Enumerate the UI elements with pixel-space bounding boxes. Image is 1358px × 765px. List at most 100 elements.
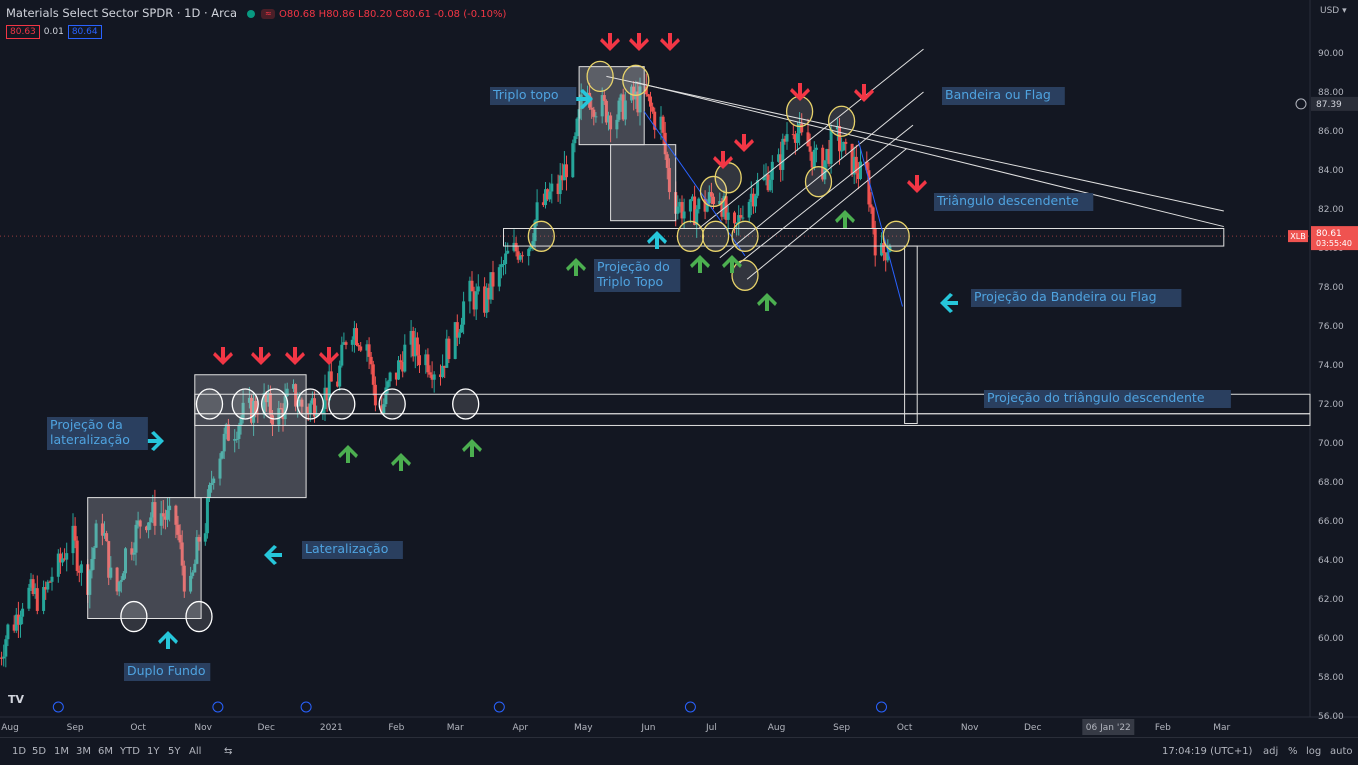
candle-body <box>607 115 610 123</box>
candle-body <box>399 360 403 362</box>
candle-body <box>573 136 577 144</box>
candle-body <box>829 129 833 164</box>
candle-body <box>751 193 755 207</box>
candle-body <box>208 484 211 498</box>
x-tick-label: Jul <box>705 723 717 733</box>
tf-5y[interactable]: 5Y <box>168 746 181 757</box>
tf-1y[interactable]: 1Y <box>147 746 160 757</box>
candle-body <box>594 116 598 118</box>
triangle-trendline-upper <box>606 75 1224 212</box>
arrow-shape <box>600 33 620 51</box>
arrow-icon <box>734 134 754 152</box>
y-tick-label: 90.00 <box>1318 49 1344 59</box>
candle-body <box>235 438 239 440</box>
flag-channel-mid <box>719 91 924 259</box>
touch-circle <box>586 60 614 93</box>
candle-body <box>174 505 178 525</box>
candle-body <box>386 381 390 388</box>
tf-3m[interactable]: 3M <box>76 746 91 757</box>
candle-body <box>667 167 671 193</box>
lateralizacao-box <box>194 374 307 499</box>
candle-body <box>27 587 31 609</box>
annotation-label: Triplo Topo <box>596 274 663 289</box>
bid-price[interactable]: 80.63 <box>6 25 40 39</box>
candle-body <box>766 174 770 191</box>
candle-body <box>558 175 562 195</box>
duplo-fundo-box <box>87 497 202 620</box>
candle-body <box>117 581 121 592</box>
arrow-icon <box>647 231 667 249</box>
log-button[interactable]: log <box>1306 746 1322 757</box>
candle-body <box>298 399 302 406</box>
candle-body <box>512 242 516 251</box>
candle-body <box>873 228 877 256</box>
touch-circle <box>195 388 224 420</box>
candle-body <box>271 415 274 425</box>
candle-body <box>182 565 186 592</box>
tf-5d[interactable]: 5D <box>32 746 47 757</box>
candle-body <box>621 94 625 120</box>
candle-body <box>550 183 554 192</box>
arrow-icon <box>835 210 855 228</box>
flag-projection-line <box>857 140 903 307</box>
auto-button[interactable]: auto <box>1330 746 1353 757</box>
candle-body <box>397 360 400 380</box>
x-tick-label: Oct <box>897 723 913 733</box>
y-tick-label: 74.00 <box>1318 361 1344 371</box>
arrow-shape <box>146 431 164 451</box>
candle-body <box>426 354 430 373</box>
candle-body <box>56 553 60 577</box>
candle-body <box>63 558 67 560</box>
visibility-icon[interactable]: ≈ <box>261 8 276 19</box>
arrow-shape <box>264 545 282 565</box>
arrow-icon <box>462 439 482 457</box>
touch-circle <box>296 388 324 420</box>
arrow-icon <box>566 258 586 276</box>
candle-body <box>871 207 875 229</box>
candle-body <box>516 251 520 260</box>
candle-body <box>506 250 510 254</box>
triplo-topo-projection-box <box>610 144 677 222</box>
candle-body <box>388 372 392 382</box>
x-tick-label: Sep <box>67 723 84 733</box>
candle-body <box>869 204 873 208</box>
candle-body <box>382 404 386 414</box>
candle-body <box>109 567 113 578</box>
touch-circle <box>785 95 814 128</box>
candle-body <box>867 170 871 205</box>
candle-body <box>197 537 201 542</box>
candle-body <box>531 241 535 247</box>
candle-body <box>527 249 531 257</box>
candle-body <box>483 286 487 313</box>
x-tick-label: Mar <box>1213 723 1230 733</box>
candle-body <box>854 156 858 174</box>
percent-button[interactable]: % <box>1288 746 1298 757</box>
dividend-marker <box>212 701 224 713</box>
tf-1d[interactable]: 1D <box>12 746 27 757</box>
date-range-icon[interactable]: ⇆ <box>224 746 233 757</box>
candle-body <box>285 388 289 397</box>
adj-button[interactable]: adj <box>1263 746 1279 757</box>
candle-body <box>785 134 789 142</box>
annotation-bg <box>302 541 403 559</box>
tf-6m[interactable]: 6M <box>98 746 113 757</box>
dividend-marker <box>684 701 696 713</box>
ask-price[interactable]: 80.64 <box>67 25 102 39</box>
y-tick-label: 88.00 <box>1318 88 1344 98</box>
candle-body <box>61 558 64 563</box>
currency-selector[interactable]: USD ▾ <box>1320 6 1347 16</box>
candle-body <box>203 533 207 542</box>
candle-body <box>882 243 886 253</box>
candle-body <box>884 252 888 261</box>
y-tick-label: 84.00 <box>1318 166 1344 176</box>
y-tick-label: 72.00 <box>1318 400 1344 410</box>
chart-header: Materials Select Sector SPDR · 1D · Arca… <box>6 6 506 20</box>
tf-all[interactable]: All <box>189 746 202 757</box>
tf-ytd[interactable]: YTD <box>120 746 140 757</box>
tf-1m[interactable]: 1M <box>54 746 69 757</box>
symbol-title[interactable]: Materials Select Sector SPDR · 1D · Arca <box>6 6 238 20</box>
candle-body <box>886 252 890 261</box>
arrow-shape <box>713 151 733 169</box>
y-tick-label: 60.00 <box>1318 634 1344 644</box>
